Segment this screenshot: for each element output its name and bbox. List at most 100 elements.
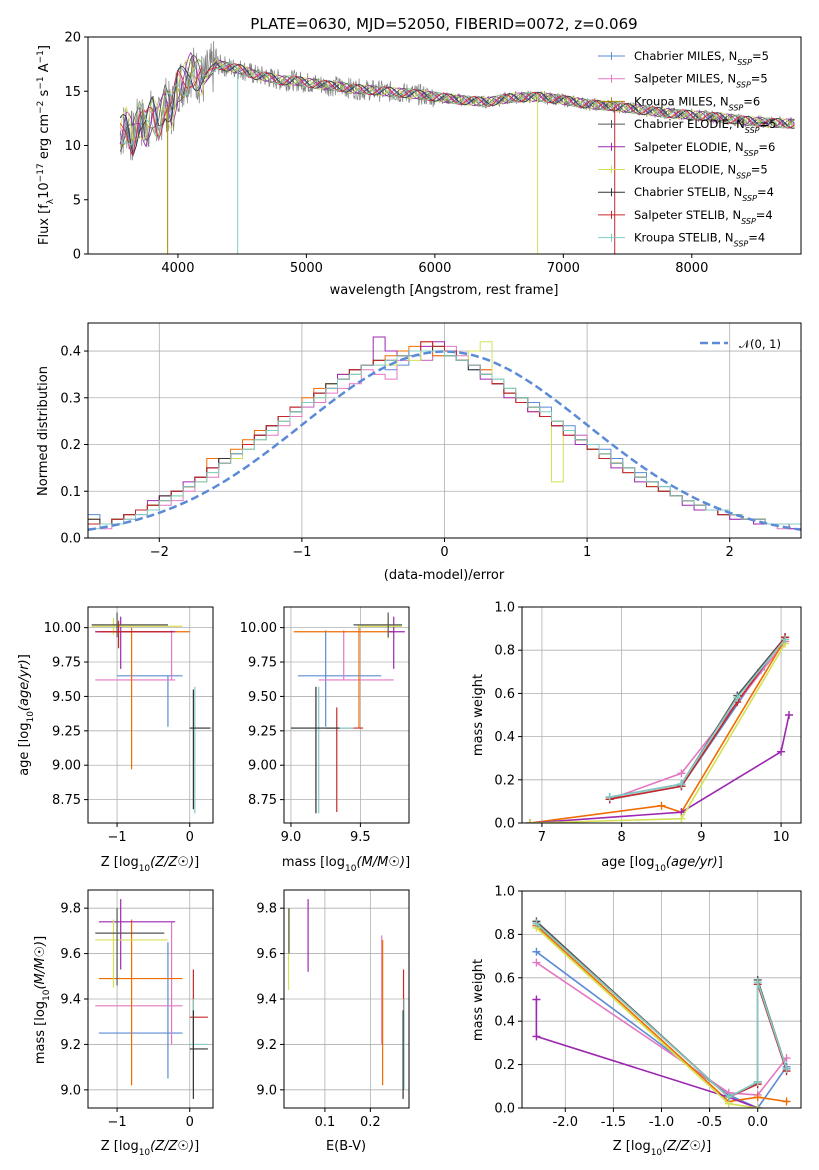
weight-marker [532,919,541,928]
weight-series [525,639,790,823]
mass-vs-ebv-axes: 0.1 0.2 9.0 9.2 9.4 9.6 9.8 E(B-V) [256,889,410,1154]
weight-line [609,636,786,800]
error-bar [189,1010,208,1099]
error-bar [290,686,340,814]
weight-line [535,927,758,1108]
y-tick-label: 1.0 [494,601,515,616]
x-tick-label: -1.0 [649,1115,674,1130]
x-tick-label: 2 [726,545,734,560]
y-tick-label: 0.0 [494,817,515,832]
y-tick-label: 9.2 [256,1038,277,1053]
x-axis-label: (data-model)/error [384,568,505,583]
x-tick-label: 0 [186,1115,194,1130]
axes-frame [87,889,214,1109]
weight-line [535,961,788,1096]
x-tick-label: 1 [583,545,591,560]
legend-label: 𝒩(0, 1) [739,337,781,351]
y-tick-label: 5 [73,193,81,208]
error-bar [318,630,394,681]
weight-marker [605,793,614,802]
y-tick-label: 9.6 [256,947,277,962]
weight-line [535,951,788,1108]
y-tick-label: 9.6 [60,947,81,962]
error-bar [189,689,211,810]
error-bar [325,707,364,812]
x-tick-label: 5000 [290,261,323,276]
weight-vs-z-axes: -2.0 -1.5 -1.0 -0.5 0.0 0.0 0.2 0.4 0.6 0.8 1.0 Z [… [471,885,802,1158]
plot-area [95,899,208,1099]
weight-series [605,633,790,804]
x-axis-label: Z [log10(Z/Z☉)] [101,1139,199,1158]
weight-marker [781,635,790,644]
weight-marker [532,995,541,1004]
x-axis-label: Z [log10(Z/Z☉)] [613,1139,711,1158]
error-bar [95,627,190,770]
y-tick-label: 9.8 [256,902,277,917]
weight-marker [677,780,686,789]
error-bar [189,999,208,1090]
x-tick-label: 4000 [161,261,194,276]
x-tick-label: 0.2 [360,1115,381,1130]
y-tick-label: 9.0 [256,1083,277,1098]
grid-lines [88,890,213,1108]
y-axis-label: mass weight [471,674,486,756]
axes-frame [87,322,802,539]
weight-marker [532,1032,541,1041]
normal-reference-curve [88,350,801,532]
plot-area [532,917,791,1108]
grid-lines [284,607,409,823]
y-tick-label: 0.2 [494,1058,515,1073]
model-spectrum-line [119,59,795,141]
weight-series [525,711,794,823]
x-tick-label: 7 [538,830,546,845]
weight-line [535,999,758,1108]
error-bar [117,675,183,727]
y-tick-label: 9.4 [256,993,277,1008]
legend-label: Salpeter ELODIE, NSSP=6 [634,140,775,158]
x-tick-label: 10 [773,830,790,845]
weight-line [529,714,790,823]
x-axis-label: age [log10(age/yr)] [601,855,723,874]
weight-marker [753,978,762,987]
y-tick-label: 9.8 [60,902,81,917]
x-tick-label: 0.0 [747,1115,768,1130]
legend-label: Kroupa STELIB, NSSP=4 [634,231,765,249]
axes-frame [283,889,410,1109]
y-tick-label: 8.75 [248,793,277,808]
y-tick-label: 9.25 [52,724,81,739]
x-tick-label: 6000 [418,261,451,276]
weight-marker [782,1097,791,1106]
axes-frame [283,606,410,824]
error-bar [293,627,396,729]
x-tick-label: 7000 [547,261,580,276]
weight-marker [525,819,534,823]
y-axis-label: Flux [fλ10−17 erg cm−2 s−1 A−1] [36,45,56,245]
x-tick-label: 9.0 [281,830,302,845]
weight-marker [724,1093,733,1102]
y-tick-label: 10 [64,139,81,154]
x-tick-label: 8000 [675,261,708,276]
y-tick-label: 0.3 [60,391,81,406]
plot-area [88,336,801,532]
error-bar [95,919,168,988]
weight-marker [733,693,742,702]
x-tick-label: 0 [440,545,448,560]
x-axis-label: wavelength [Angstrom, rest frame] [330,283,559,298]
error-bar [98,620,172,649]
weight-series [605,633,790,804]
weight-series [532,919,791,1102]
legend-label: Chabrier ELODIE, NSSP=5 [634,117,776,135]
y-axis-label: Normed distribution [36,366,51,496]
y-tick-label: 0.4 [494,1015,515,1030]
axes-frame [87,606,214,824]
y-tick-label: 0.4 [494,730,515,745]
error-bar [189,969,208,1049]
y-tick-label: 10.00 [44,621,81,636]
x-axis-label: Z [log10(Z/Z☉)] [101,855,199,874]
y-tick-label: 0.4 [60,345,81,360]
weight-line [609,636,786,800]
axes-frame [521,890,802,1109]
y-tick-label: 0.0 [494,1102,515,1117]
age-vs-mass-axes: 9.0 9.5 8.75 9.00 9.25 9.50 9.75 10.00 mass [log… [240,606,410,874]
